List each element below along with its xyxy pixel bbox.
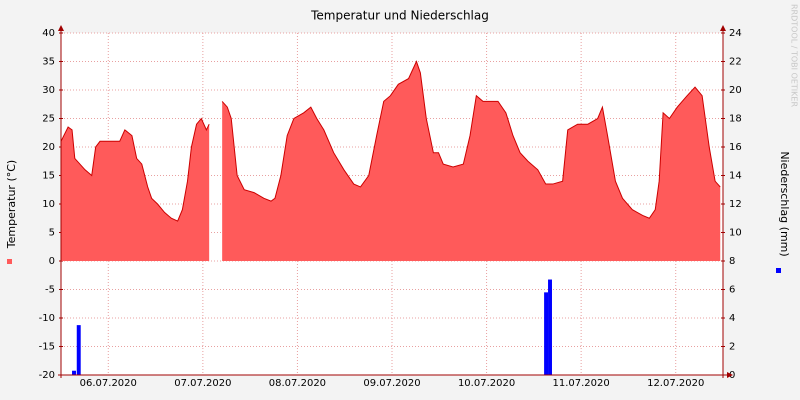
temperature-area <box>222 61 721 261</box>
legend-swatch <box>7 259 12 264</box>
y2-tick-label: 14 <box>729 171 742 182</box>
y-tick-label: 10 <box>42 199 55 210</box>
chart-title: Temperatur und Niederschlag <box>310 9 489 23</box>
x-tick-label: 11.07.2020 <box>553 378 610 389</box>
watermark: RRDTOOL / TOBI OETIKER <box>790 4 799 107</box>
precipitation-bar <box>76 325 81 375</box>
y2-tick-label: 18 <box>729 114 742 125</box>
y2-tick-label: 24 <box>729 28 742 39</box>
y-tick-label: -5 <box>45 285 55 296</box>
y2-tick-label: 22 <box>729 57 742 68</box>
y2-tick-label: 8 <box>729 256 735 267</box>
y2-tick-label: 4 <box>729 313 735 324</box>
y2-tick-label: 12 <box>729 199 742 210</box>
y2-tick-label: 0 <box>729 370 735 381</box>
y-tick-label: 15 <box>42 171 55 182</box>
y-axis-label: Temperatur (°C) <box>5 160 18 249</box>
y2-tick-label: 16 <box>729 142 742 153</box>
marks <box>60 60 721 375</box>
y2-tick-label: 20 <box>729 85 742 96</box>
x-tick-label: 09.07.2020 <box>363 378 420 389</box>
y-tick-label: -15 <box>39 342 55 353</box>
x-tick-label: 08.07.2020 <box>269 378 326 389</box>
x-tick-label: 10.07.2020 <box>458 378 515 389</box>
y-tick-label: 25 <box>42 114 55 125</box>
y-axis-arrow <box>58 25 64 31</box>
y-tick-label: 40 <box>42 28 55 39</box>
y2-axis-arrow <box>720 25 726 31</box>
precipitation-bar <box>548 279 552 375</box>
precipitation-bar <box>72 370 76 375</box>
y2-tick-label: 10 <box>729 228 742 239</box>
y-tick-label: 20 <box>42 142 55 153</box>
legend-swatch <box>776 268 781 273</box>
y-tick-label: 0 <box>49 256 55 267</box>
y2-axis-label: Niederschlag (mm) <box>778 151 791 256</box>
temperature-area <box>61 118 210 261</box>
y2-tick-label: 2 <box>729 342 735 353</box>
y-tick-label: 5 <box>49 228 55 239</box>
axes <box>58 25 733 378</box>
legend <box>7 259 781 273</box>
temperature-line <box>60 117 210 222</box>
x-tick-label: 07.07.2020 <box>174 378 231 389</box>
x-axis-arrow <box>727 372 733 378</box>
y-tick-label: -20 <box>39 370 55 381</box>
precipitation-bar <box>544 292 549 375</box>
y-tick-label: 35 <box>42 57 55 68</box>
x-tick-label: 06.07.2020 <box>80 378 137 389</box>
x-tick-label: 12.07.2020 <box>647 378 704 389</box>
y-tick-label: -10 <box>39 313 55 324</box>
y-tick-label: 30 <box>42 85 55 96</box>
y2-tick-label: 6 <box>729 285 735 296</box>
temperature-line <box>221 60 721 219</box>
